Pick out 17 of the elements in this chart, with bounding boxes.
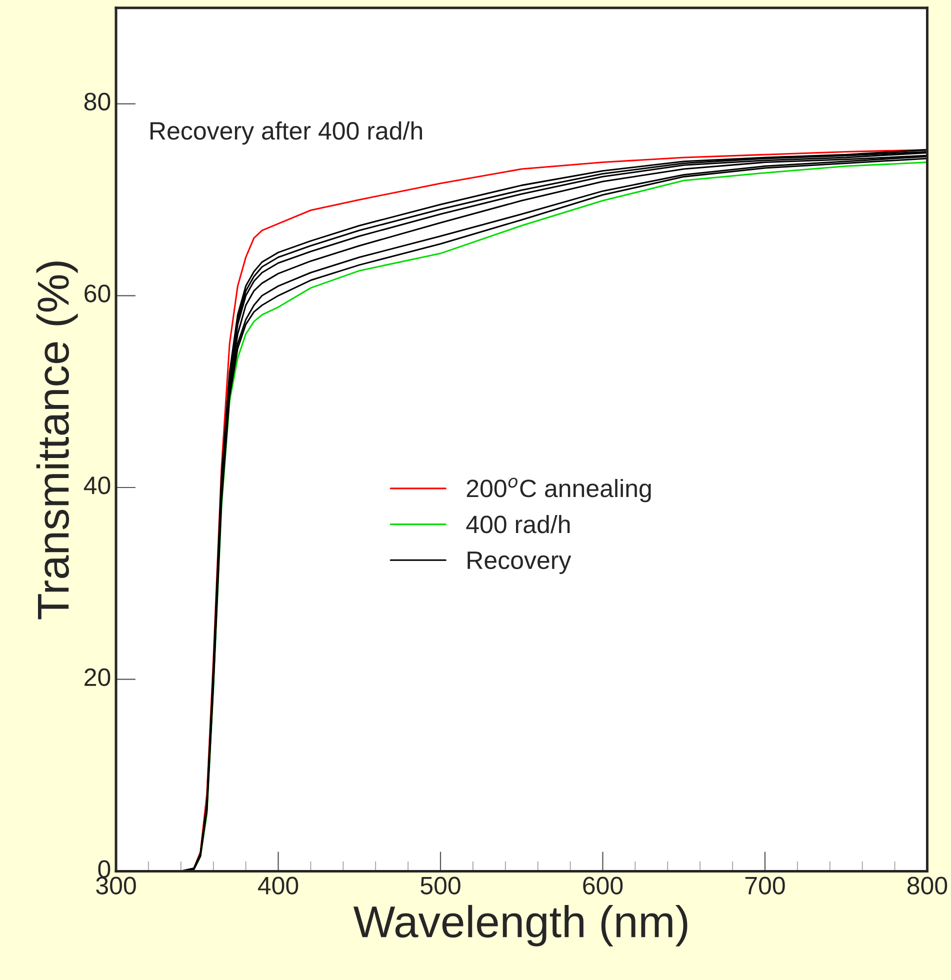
y-axis-title: Transmittance (%) <box>36 262 78 620</box>
y-tick-label: 20 <box>84 668 110 686</box>
x-tick-label: 600 <box>583 876 623 894</box>
x-tick-label: 400 <box>258 876 298 894</box>
legend-label: 200$^{o}$C annealing <box>466 478 651 502</box>
x-tick-label: 500 <box>420 876 460 894</box>
annotation: Recovery after 400 rad/h <box>150 121 422 145</box>
y-tick-label: 40 <box>84 476 110 494</box>
x-tick-label: 800 <box>907 876 948 894</box>
x-tick-label: 300 <box>96 876 136 894</box>
y-tick-label: 60 <box>84 284 110 302</box>
y-tick-label: 80 <box>84 92 110 110</box>
x-tick-label: 700 <box>745 876 785 894</box>
y-tick-label: 0 <box>98 860 110 878</box>
x-axis-title: Wavelength (nm) <box>353 904 688 946</box>
legend-label: Recovery <box>468 552 572 574</box>
legend-label: 400 rad/h <box>466 514 570 534</box>
